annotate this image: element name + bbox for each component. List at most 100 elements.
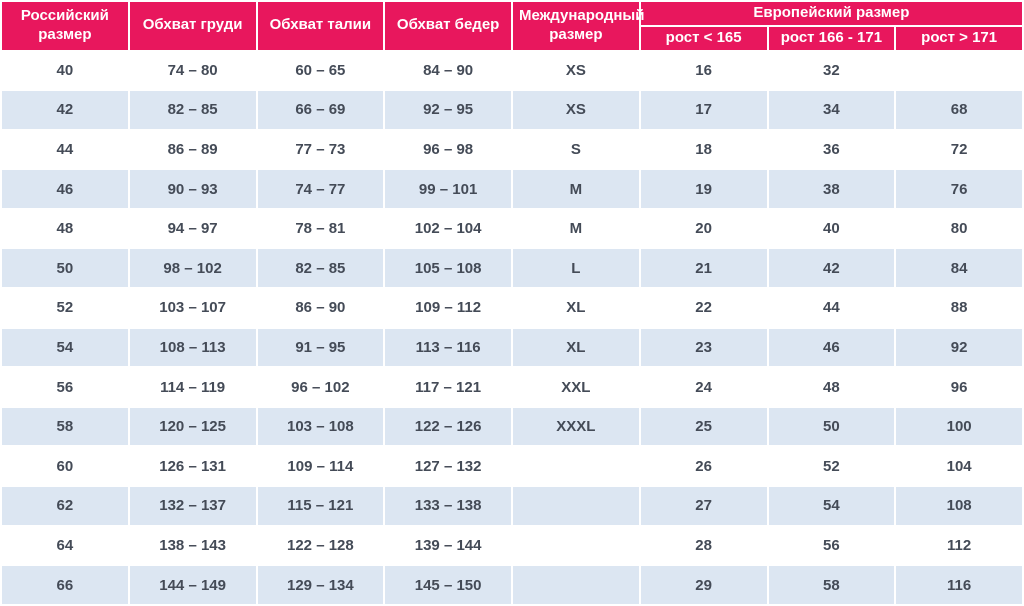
cell: 16	[640, 51, 767, 90]
cell: 115 – 121	[257, 487, 384, 525]
cell: 74 – 80	[129, 51, 256, 90]
header-cell-international-size: Международный размер	[513, 2, 644, 50]
cell: 72	[896, 130, 1022, 169]
cell: 90 – 93	[129, 170, 256, 208]
cell: 50	[2, 249, 128, 288]
cell: 86 – 89	[129, 130, 256, 169]
cell: 77 – 73	[257, 130, 384, 169]
cell: 66	[2, 566, 128, 604]
cell: 40	[768, 209, 895, 248]
cell: 36	[768, 130, 895, 169]
cell: 114 – 119	[129, 368, 256, 406]
cell: 58	[2, 407, 128, 446]
cell	[513, 487, 639, 525]
cell: 105 – 108	[385, 249, 511, 288]
cell: 56	[768, 526, 895, 565]
cell: 126 – 131	[129, 447, 256, 486]
cell: 112	[896, 526, 1022, 565]
cell: 92	[896, 328, 1022, 367]
cell: 46	[2, 170, 128, 208]
cell: 88	[896, 289, 1022, 327]
table-row: 56 114 – 119 96 – 102 117 – 121 XXL 24 48 96	[2, 368, 1022, 406]
cell: 19	[640, 170, 767, 208]
header-cell-height-166-171: рост 166 - 171	[768, 26, 895, 50]
table-row: 64 138 – 143 122 – 128 139 – 144 28 56 112	[2, 526, 1022, 565]
cell: 58	[768, 566, 895, 604]
cell: 50	[768, 407, 895, 446]
cell: 29	[640, 566, 767, 604]
cell: 104	[896, 447, 1022, 486]
table-row: 46 90 – 93 74 – 77 99 – 101 M 19 38 76	[2, 170, 1022, 208]
cell: M	[513, 209, 639, 248]
table-row: 40 74 – 80 60 – 65 84 – 90 XS 16 32	[2, 51, 1022, 90]
cell: 145 – 150	[385, 566, 511, 604]
cell: 122 – 126	[385, 407, 511, 446]
header-cell-chest: Обхват груди	[129, 2, 256, 50]
cell: 82 – 85	[129, 91, 256, 129]
cell	[513, 566, 639, 604]
cell: 40	[2, 51, 128, 90]
cell	[896, 51, 1022, 90]
cell: 27	[640, 487, 767, 525]
cell: M	[513, 170, 639, 208]
cell: 62	[2, 487, 128, 525]
cell: 28	[640, 526, 767, 565]
cell: 21	[640, 249, 767, 288]
table-row: 54 108 – 113 91 – 95 113 – 116 XL 23 46 92	[2, 328, 1022, 367]
cell: 84 – 90	[385, 51, 511, 90]
cell: 96 – 98	[385, 130, 511, 169]
cell	[513, 447, 639, 486]
cell: 76	[896, 170, 1022, 208]
cell: 120 – 125	[129, 407, 256, 446]
cell: XL	[513, 289, 639, 327]
header-cell-european-size-group: Европейский размер	[640, 2, 1022, 25]
cell: 17	[640, 91, 767, 129]
table-row: 60 126 – 131 109 – 114 127 – 132 26 52 104	[2, 447, 1022, 486]
cell: 117 – 121	[385, 368, 511, 406]
header-cell-hips: Обхват бедер	[385, 2, 511, 50]
table-row: 50 98 – 102 82 – 85 105 – 108 L 21 42 84	[2, 249, 1022, 288]
cell: 34	[768, 91, 895, 129]
cell: 26	[640, 447, 767, 486]
header-cell-height-over-171: рост > 171	[896, 26, 1022, 50]
cell: 44	[2, 130, 128, 169]
table-row: 42 82 – 85 66 – 69 92 – 95 XS 17 34 68	[2, 91, 1022, 129]
cell: 20	[640, 209, 767, 248]
table-row: 66 144 – 149 129 – 134 145 – 150 29 58 116	[2, 566, 1022, 604]
cell: 42	[2, 91, 128, 129]
cell: 80	[896, 209, 1022, 248]
cell: XXXL	[513, 407, 639, 446]
header-row-main: Российский размер Обхват груди Обхват та…	[2, 2, 1022, 50]
cell: 116	[896, 566, 1022, 604]
table-header: Российский размер Обхват груди Обхват та…	[2, 2, 1022, 50]
cell: 54	[768, 487, 895, 525]
header-cell-waist: Обхват талии	[257, 2, 384, 50]
cell: 96 – 102	[257, 368, 384, 406]
cell: 144 – 149	[129, 566, 256, 604]
cell: 127 – 132	[385, 447, 511, 486]
cell: 52	[2, 289, 128, 327]
header-row-sub: рост < 165 рост 166 - 171 рост > 171	[2, 26, 1022, 50]
table-body: 40 74 – 80 60 – 65 84 – 90 XS 16 32 42 82 – 85 66…	[2, 51, 1022, 604]
cell: L	[513, 249, 639, 288]
cell: XXL	[513, 368, 639, 406]
cell: 18	[640, 130, 767, 169]
cell: 103 – 108	[257, 407, 384, 446]
cell: 54	[2, 328, 128, 367]
cell: 48	[768, 368, 895, 406]
cell: 23	[640, 328, 767, 367]
header-cell-height-under-165: рост < 165	[640, 26, 767, 50]
cell: 92 – 95	[385, 91, 511, 129]
cell: 108 – 113	[129, 328, 256, 367]
cell: 99 – 101	[385, 170, 511, 208]
cell: 113 – 116	[385, 328, 511, 367]
cell: 122 – 128	[257, 526, 384, 565]
cell: 66 – 69	[257, 91, 384, 129]
cell: 109 – 112	[385, 289, 511, 327]
cell: 64	[2, 526, 128, 565]
table-row: 58 120 – 125 103 – 108 122 – 126 XXXL 25 50 100	[2, 407, 1022, 446]
cell: 94 – 97	[129, 209, 256, 248]
cell: S	[513, 130, 639, 169]
cell	[513, 526, 639, 565]
